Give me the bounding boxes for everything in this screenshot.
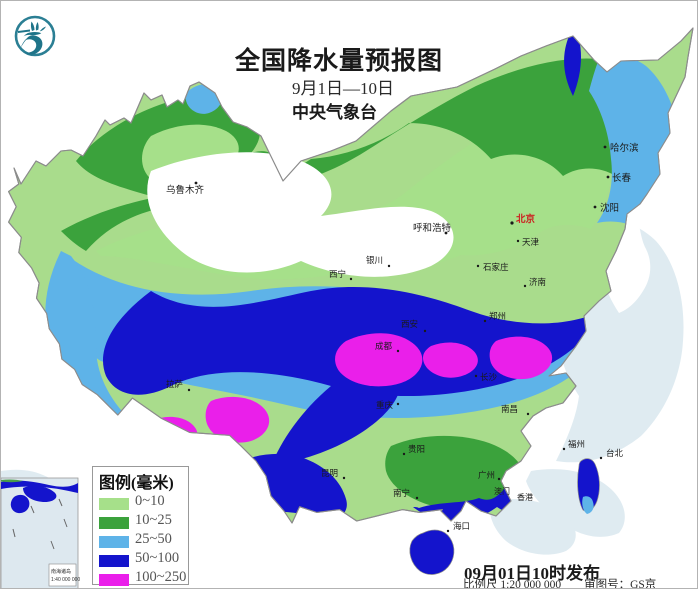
svg-text:乌鲁木齐: 乌鲁木齐 [166,184,205,196]
svg-text:济南: 济南 [529,277,546,287]
svg-text:福州: 福州 [568,439,585,449]
svg-text:南宁: 南宁 [393,488,410,498]
svg-text:长春: 长春 [612,172,632,184]
svg-text:南海诸岛: 南海诸岛 [51,568,71,575]
svg-text:成都: 成都 [375,341,393,351]
svg-text:广州: 广州 [478,470,495,480]
svg-text:天津: 天津 [522,237,540,247]
svg-text:香港: 香港 [517,492,533,502]
svg-text:昆明: 昆明 [321,468,338,478]
svg-text:石家庄: 石家庄 [483,262,509,272]
svg-text:海口: 海口 [453,521,470,531]
svg-text:西宁: 西宁 [329,269,346,279]
svg-text:呼和浩特: 呼和浩特 [413,222,452,234]
svg-text:银川: 银川 [366,255,383,265]
svg-text:台北: 台北 [606,448,624,458]
svg-text:澳门: 澳门 [494,486,510,496]
svg-text:长沙: 长沙 [480,372,498,382]
svg-text:沈阳: 沈阳 [600,202,619,214]
svg-text:北京: 北京 [516,213,536,225]
svg-text:西安: 西安 [401,319,418,329]
svg-text:重庆: 重庆 [376,400,394,410]
svg-text:贵阳: 贵阳 [408,444,425,454]
svg-text:南昌: 南昌 [501,404,518,414]
svg-text:1:40 000 000: 1:40 000 000 [51,577,80,583]
svg-text:郑州: 郑州 [489,311,506,321]
svg-text:拉萨: 拉萨 [166,379,184,389]
svg-text:哈尔滨: 哈尔滨 [610,142,639,154]
